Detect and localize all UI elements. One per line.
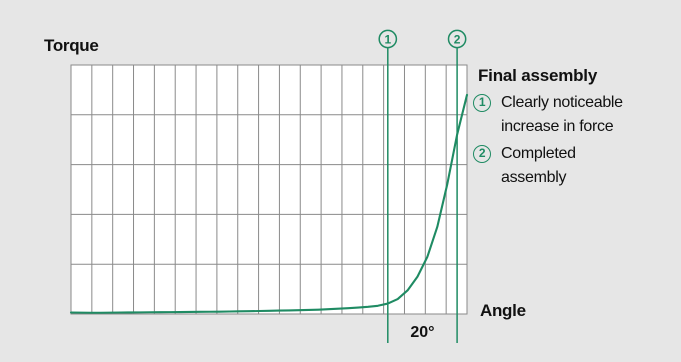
y-axis-label: Torque: [44, 36, 99, 55]
annotation-circle-1: [378, 29, 398, 49]
plot-area: [70, 64, 468, 315]
legend-text-2-content: Completed assembly: [501, 145, 576, 186]
legend-item-2: 2 Completed assembly: [473, 142, 678, 190]
legend-text-2: Completed assembly: [501, 142, 678, 190]
annotation-number-1: 1: [384, 33, 391, 47]
torque-curve: [69, 93, 469, 314]
legend-marker-2: 2: [473, 145, 491, 163]
x-axis-label: Angle: [480, 301, 526, 320]
legend-item-1: 1 Clearly noticeable increase in force: [473, 91, 678, 139]
legend-marker-1: 1: [473, 94, 491, 112]
legend-text-1-content: Clearly noticeable increase in force: [501, 94, 623, 135]
legend-text-1: Clearly noticeable increase in force: [501, 91, 678, 139]
angle-span-label: 20°: [410, 324, 434, 341]
annotation-circle-2: [447, 29, 467, 49]
legend-title: Final assembly: [478, 66, 598, 85]
annotation-number-2: 2: [454, 33, 461, 47]
legend: Final assembly 1 Clearly noticeable incr…: [473, 64, 678, 190]
